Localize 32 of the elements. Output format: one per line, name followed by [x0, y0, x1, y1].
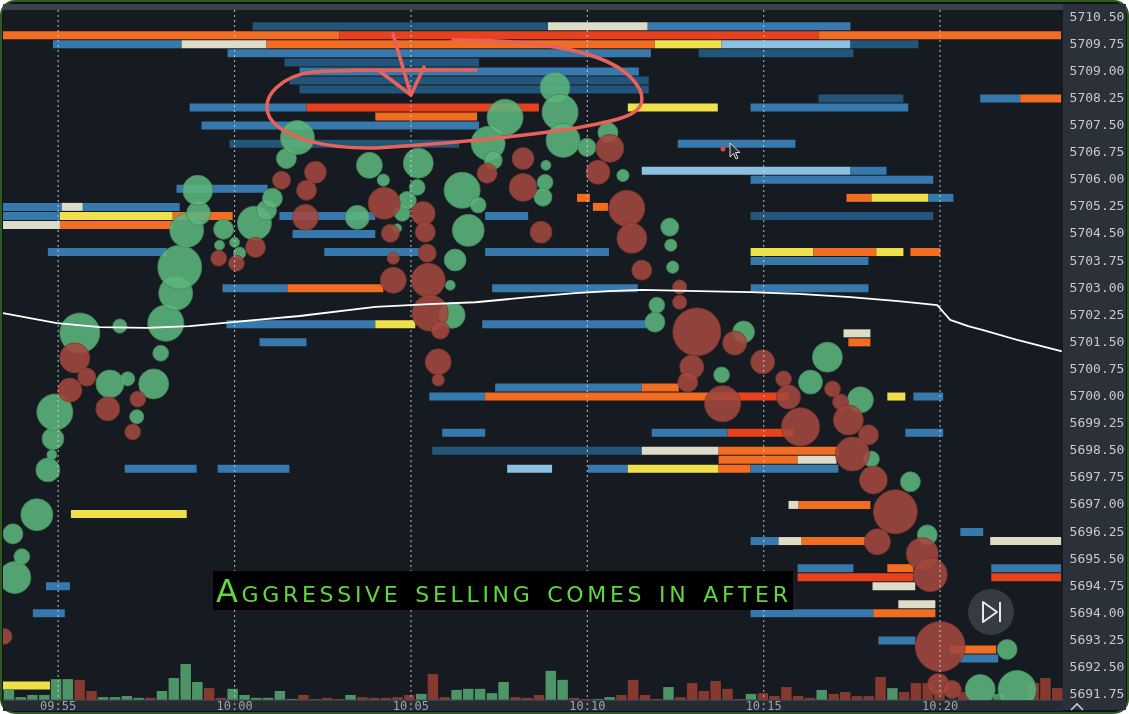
- x-tick-label: 10:00: [216, 699, 253, 713]
- y-tick-label: 5707.50: [1069, 117, 1125, 133]
- y-tick-label: 5709.75: [1069, 35, 1125, 51]
- y-tick-label: 5693.25: [1069, 631, 1125, 647]
- x-tick-label: 09:55: [40, 699, 77, 713]
- y-tick-label: 5703.00: [1069, 279, 1125, 295]
- y-tick-label: 5692.50: [1069, 658, 1125, 674]
- y-tick-label: 5695.50: [1069, 550, 1125, 566]
- y-tick-label: 5694.00: [1069, 604, 1125, 620]
- y-tick-label: 5703.75: [1069, 252, 1125, 268]
- y-tick-label: 5697.00: [1069, 496, 1125, 512]
- y-tick-label: 5698.50: [1069, 442, 1125, 458]
- y-tick-label: 5709.00: [1069, 62, 1125, 78]
- y-tick-label: 5706.00: [1069, 171, 1125, 187]
- x-tick-label: 10:20: [922, 699, 959, 713]
- x-tick-label: 10:15: [745, 699, 782, 713]
- y-tick-label: 5706.75: [1069, 144, 1125, 160]
- y-tick-label: 5699.25: [1069, 415, 1125, 431]
- x-tick-label: 10:10: [569, 699, 606, 713]
- y-tick-label: 5710.50: [1069, 8, 1125, 24]
- y-tick-label: 5704.50: [1069, 225, 1125, 241]
- y-tick-label: 5708.25: [1069, 90, 1125, 106]
- y-tick-label: 5705.25: [1069, 198, 1125, 214]
- y-tick-label: 5702.25: [1069, 306, 1125, 322]
- y-tick-label: 5697.75: [1069, 469, 1125, 485]
- y-tick-label: 5691.75: [1069, 686, 1125, 702]
- y-tick-label: 5694.75: [1069, 577, 1125, 593]
- y-tick-label: 5696.25: [1069, 523, 1125, 539]
- y-tick-label: 5700.00: [1069, 388, 1125, 404]
- x-tick-label: 10:05: [392, 699, 429, 713]
- y-tick-label: 5701.50: [1069, 333, 1125, 349]
- y-tick-label: 5700.75: [1069, 360, 1125, 376]
